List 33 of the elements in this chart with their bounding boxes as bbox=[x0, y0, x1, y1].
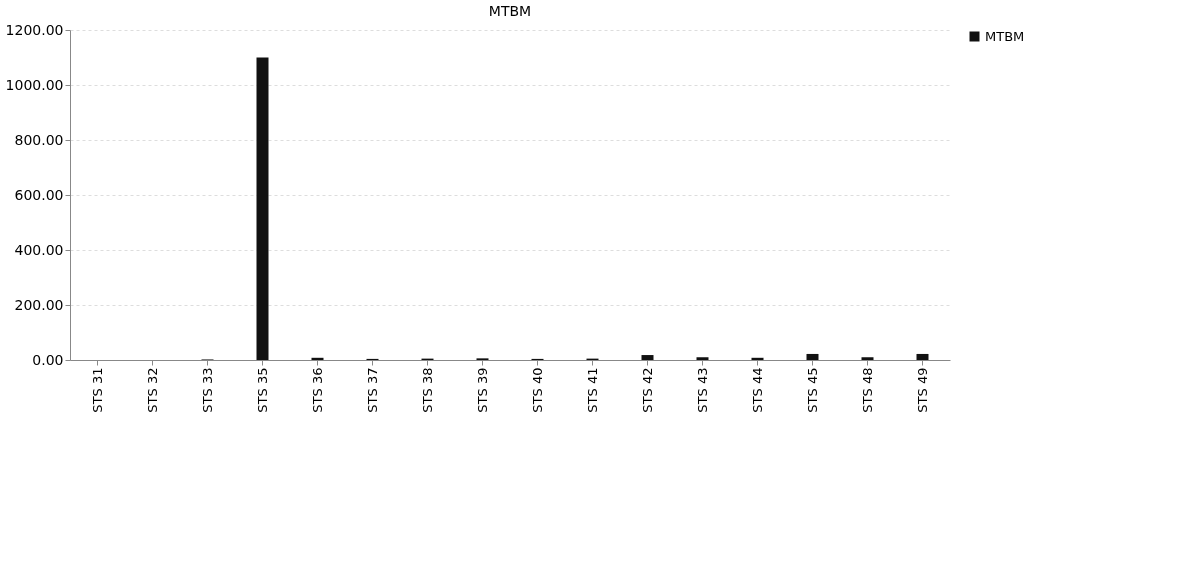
x-tick-label: STS 45 bbox=[804, 367, 820, 413]
y-tick-label: 200.00 bbox=[14, 296, 64, 313]
x-tick-label: STS 37 bbox=[364, 367, 380, 413]
x-tick-label: STS 40 bbox=[529, 367, 545, 413]
bar bbox=[696, 357, 709, 360]
x-tick-label: STS 31 bbox=[89, 367, 105, 413]
bar bbox=[806, 353, 819, 360]
legend-label: MTBM bbox=[985, 28, 1025, 44]
y-tick-label: 800.00 bbox=[14, 131, 64, 148]
y-tick-label: 400.00 bbox=[14, 241, 64, 258]
x-tick-label: STS 43 bbox=[694, 367, 710, 413]
y-tick-label: 0.00 bbox=[32, 351, 64, 368]
y-tick-label: 1000.00 bbox=[5, 76, 64, 93]
bar bbox=[641, 355, 654, 360]
bar bbox=[916, 353, 929, 360]
x-tick-label: STS 42 bbox=[639, 367, 655, 413]
x-tick-label: STS 49 bbox=[914, 367, 930, 413]
x-tick-label: STS 41 bbox=[584, 367, 600, 413]
chart-title: MTBM bbox=[488, 3, 532, 19]
y-tick-label: 1200.00 bbox=[5, 21, 64, 38]
x-tick-label: STS 36 bbox=[309, 367, 325, 413]
x-tick-label: STS 39 bbox=[474, 367, 490, 413]
x-tick-label: STS 44 bbox=[749, 367, 765, 413]
bar bbox=[256, 57, 269, 360]
bar bbox=[861, 357, 874, 360]
bar bbox=[751, 357, 764, 360]
x-tick-label: STS 38 bbox=[419, 367, 435, 413]
x-tick-label: STS 35 bbox=[254, 367, 270, 413]
x-tick-label: STS 32 bbox=[144, 367, 160, 413]
x-tick-label: STS 48 bbox=[859, 367, 875, 413]
x-tick-label: STS 33 bbox=[199, 367, 215, 413]
bar bbox=[311, 357, 324, 360]
y-tick-label: 600.00 bbox=[14, 186, 64, 203]
